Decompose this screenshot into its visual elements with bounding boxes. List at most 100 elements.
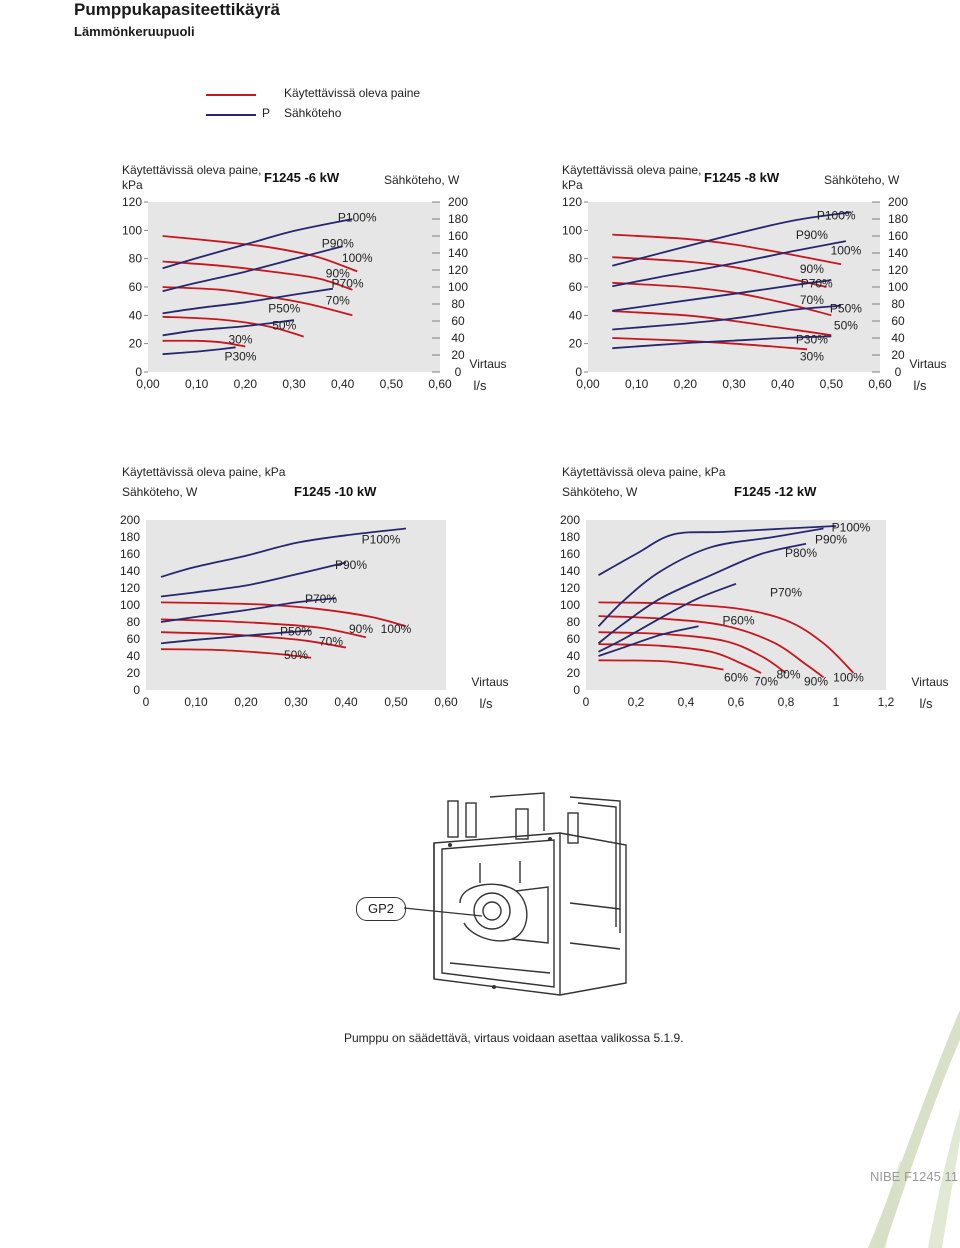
- x-tick-label: 0,20: [234, 695, 258, 709]
- chart-title: F1245 -6 kW: [264, 170, 340, 185]
- left-axis-label: Käytettävissä oleva paine,: [122, 163, 261, 177]
- legend-line-pressure: [206, 94, 256, 96]
- curve-label: P30%: [796, 333, 828, 347]
- x-axis-label: Virtaus: [911, 675, 948, 689]
- left-tick-label: 160: [120, 547, 140, 561]
- pressure-curve-70: [598, 643, 762, 674]
- left-tick-label: 100: [120, 598, 140, 612]
- pressure-curve-90: [598, 615, 825, 679]
- left-tick-label: 160: [560, 547, 580, 561]
- pressure-curve-70: [160, 631, 347, 649]
- left-tick-label: 20: [569, 337, 583, 351]
- x-tick-label: 0,30: [282, 377, 306, 391]
- x-tick-label: 0,10: [185, 377, 209, 391]
- x-tick-label: 0: [143, 695, 150, 709]
- left-tick-label: 120: [562, 195, 582, 209]
- curve-label: 100%: [381, 622, 412, 636]
- left-tick-label: 120: [120, 581, 140, 595]
- page-footer: NIBE F1245 11: [870, 1169, 958, 1184]
- curve-label: P50%: [280, 624, 312, 638]
- left-tick-label: 40: [127, 649, 141, 663]
- curve-label: P50%: [830, 301, 862, 315]
- curve-label: 50%: [272, 318, 296, 332]
- curve-label: 90%: [800, 262, 824, 276]
- power-curve-P60: [598, 625, 699, 657]
- chart-f1245-6kw: Käytettävissä oleva paine, kPa F1245 -6 kW…: [118, 158, 538, 408]
- pressure-curve-50: [160, 648, 312, 659]
- x-tick-label: 0,50: [384, 695, 408, 709]
- left-tick-label: 0: [133, 683, 140, 697]
- right-tick-label: 160: [448, 229, 468, 243]
- right-tick-label: 0: [895, 365, 902, 379]
- curve-label: 30%: [228, 333, 252, 347]
- left-tick-label: 40: [129, 308, 143, 322]
- right-axis-label: Sähköteho, W: [384, 173, 460, 187]
- pressure-curve-60: [598, 659, 724, 671]
- curve-label: P100%: [362, 533, 401, 547]
- right-tick-label: 120: [448, 263, 468, 277]
- left-tick-label: 20: [567, 666, 581, 680]
- left-tick-label: 60: [567, 632, 581, 646]
- power-curve-P100: [162, 218, 353, 270]
- chart-f1245-12kw: Käytettävissä oleva paine, kPa Sähköteho,…: [558, 460, 960, 710]
- x-tick-label: 0,40: [771, 377, 795, 391]
- legend-label-power: Sähköteho: [284, 106, 342, 120]
- curve-label: P70%: [801, 277, 833, 291]
- curve-label: 90%: [804, 675, 828, 689]
- left-tick-label: 100: [562, 223, 582, 237]
- legend: Käytettävissä oleva paine P Sähköteho: [200, 86, 460, 126]
- chart-svg: Käytettävissä oleva paine, kPa Sähköteho,…: [120, 465, 509, 710]
- curve-label: 90%: [349, 622, 373, 636]
- left-tick-label: 20: [127, 666, 141, 680]
- right-tick-label: 60: [891, 314, 905, 328]
- left-tick-label: 60: [127, 632, 141, 646]
- curve-label: P50%: [268, 301, 300, 315]
- chart-title: F1245 -10 kW: [294, 484, 377, 499]
- right-tick-label: 180: [888, 212, 908, 226]
- left-tick-label: 180: [120, 530, 140, 544]
- legend-label-pressure: Käytettävissä oleva paine: [284, 86, 421, 100]
- right-axis-label: Sähköteho, W: [824, 173, 900, 187]
- chart-svg: Käytettävissä oleva paine,kPa F1245 -8 kW…: [562, 163, 947, 393]
- left-tick-label: 200: [560, 513, 580, 527]
- x-tick-label: 0: [583, 695, 590, 709]
- x-tick-label: 1: [833, 695, 840, 709]
- left-tick-label: 0: [575, 365, 582, 379]
- pressure-curve-50: [162, 315, 304, 338]
- curve-label: P100%: [338, 210, 377, 224]
- right-tick-label: 0: [455, 365, 462, 379]
- x-tick-label: 0,6: [728, 695, 745, 709]
- x-axis-unit: l/s: [914, 378, 928, 393]
- x-axis-label: Virtaus: [471, 675, 508, 689]
- left-tick-label: 180: [560, 530, 580, 544]
- power-curve-P70: [598, 582, 737, 653]
- pressure-curve-90: [612, 256, 827, 288]
- pressure-curve-90: [162, 260, 353, 291]
- power-curve-P70: [160, 597, 337, 623]
- pressure-curve-50: [612, 310, 832, 337]
- x-tick-label: 0,2: [628, 695, 645, 709]
- right-tick-label: 20: [891, 348, 905, 362]
- left-tick-label: 20: [129, 337, 143, 351]
- right-tick-label: 180: [448, 212, 468, 226]
- legend-line-power: [206, 114, 256, 116]
- power-curve-P50: [612, 304, 842, 331]
- chart-svg: Käytettävissä oleva paine, kPa Sähköteho,…: [560, 465, 949, 710]
- power-curve-P70: [612, 279, 832, 312]
- pressure-curve-100: [598, 601, 855, 674]
- pressure-curve-100: [612, 233, 842, 266]
- power-curve-P90: [612, 240, 847, 288]
- curve-label: P30%: [224, 350, 256, 364]
- curve-label: P70%: [305, 592, 337, 606]
- right-tick-label: 120: [888, 263, 908, 277]
- left-tick-label: 140: [120, 564, 140, 578]
- callout-leader: [404, 907, 483, 917]
- left-tick-label: 100: [122, 223, 142, 237]
- power-curve-P100: [160, 527, 407, 578]
- chart-svg: Käytettävissä oleva paine,kPa F1245 -6 kW…: [122, 163, 507, 393]
- right-tick-label: 100: [888, 280, 908, 294]
- left-tick-label: 80: [569, 252, 583, 266]
- right-tick-label: 200: [888, 195, 908, 209]
- pump-illustration: [433, 792, 627, 996]
- curve-label: P90%: [335, 558, 367, 572]
